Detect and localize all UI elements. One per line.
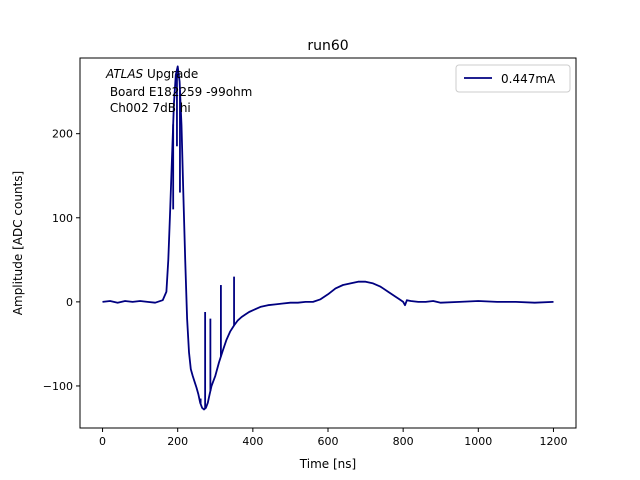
legend-box	[455, 64, 571, 93]
x-tick-label: 400	[242, 435, 263, 448]
y-axis-ticks: −100 0 100 200	[43, 128, 80, 393]
x-tick-label: 600	[318, 435, 339, 448]
x-tick-label: 200	[167, 435, 188, 448]
x-tick-label: 1000	[464, 435, 492, 448]
x-axis-ticks: 0 200 400 600 800 1000 1200	[99, 428, 567, 448]
annotation-upgrade: Upgrade	[143, 67, 198, 81]
annotation-atlas: ATLAS	[105, 67, 144, 81]
x-tick-label: 800	[393, 435, 414, 448]
y-tick-label: −100	[43, 380, 73, 393]
x-tick-label: 0	[99, 435, 106, 448]
annotation-line-1: ATLAS Upgrade	[105, 67, 198, 81]
series-layer	[102, 65, 554, 411]
annotation-block: ATLAS Upgrade Board E182259 -99ohm Ch002…	[105, 67, 252, 115]
legend: 0.447mA	[455, 64, 571, 93]
annotation-line-2: Board E182259 -99ohm	[106, 85, 252, 99]
y-tick-label: 100	[52, 212, 73, 225]
y-tick-label: 0	[66, 296, 73, 309]
y-axis-label: Amplitude [ADC counts]	[11, 171, 25, 315]
x-tick-label: 1200	[539, 435, 567, 448]
y-tick-label: 200	[52, 128, 73, 141]
chart-title: run60	[307, 38, 348, 54]
x-axis-label: Time [ns]	[299, 457, 356, 471]
annotation-line-3: Ch002 7dB hi	[106, 101, 191, 115]
legend-label: 0.447mA	[501, 72, 556, 86]
